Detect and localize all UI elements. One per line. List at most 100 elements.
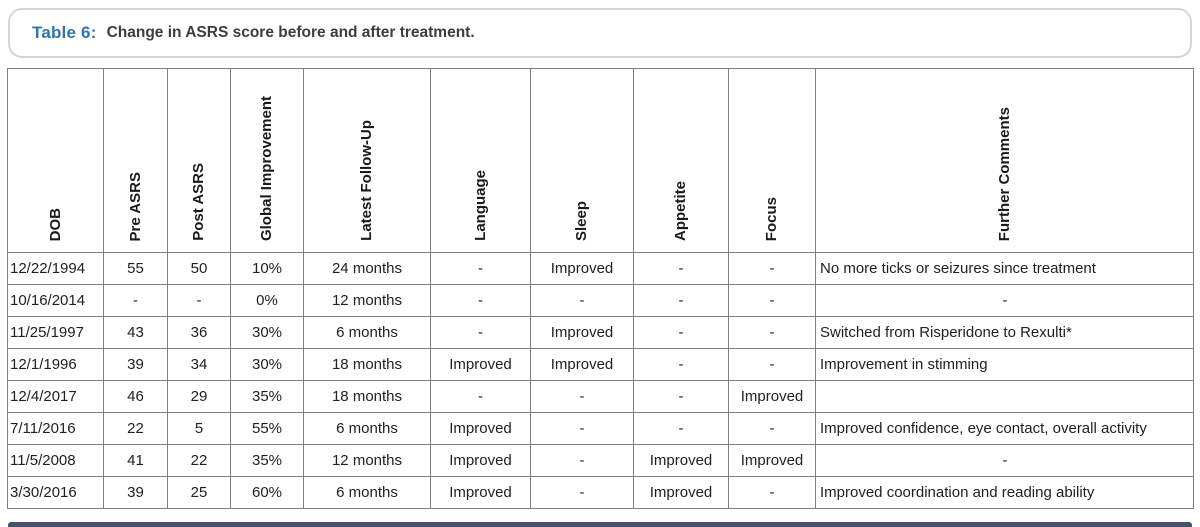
cell-sleep: - — [530, 444, 634, 477]
table-row: 11/25/1997 43 36 30% 6 months - Improved… — [7, 316, 1194, 349]
cell-appetite: - — [633, 252, 729, 285]
cell-pre-asrs: 39 — [103, 476, 168, 509]
column-header-label: Global Improvement — [258, 95, 276, 241]
cell-focus: - — [728, 316, 816, 349]
column-header-label: Focus — [763, 196, 781, 241]
cell-pre-asrs: 55 — [103, 252, 168, 285]
cell-language: - — [430, 316, 531, 349]
cell-post-asrs: 29 — [167, 380, 231, 413]
cell-language: Improved — [430, 348, 531, 381]
cell-language: - — [430, 252, 531, 285]
cell-dob: 10/16/2014 — [7, 284, 104, 317]
cell-global-improvement: 30% — [230, 348, 304, 381]
cell-appetite: - — [633, 284, 729, 317]
column-header-further-comments: Further Comments — [815, 68, 1194, 253]
cell-language: Improved — [430, 476, 531, 509]
cell-focus: Improved — [728, 444, 816, 477]
asrs-results-table: DOB Pre ASRS Post ASRS Global Improvemen… — [7, 68, 1194, 509]
cell-latest-follow-up: 6 months — [303, 316, 431, 349]
table-row: 11/5/2008 41 22 35% 12 months Improved -… — [7, 444, 1194, 477]
cell-pre-asrs: 46 — [103, 380, 168, 413]
cell-focus: - — [728, 348, 816, 381]
column-header-language: Language — [430, 68, 531, 253]
column-header-label: Pre ASRS — [126, 171, 144, 241]
cell-language: - — [430, 284, 531, 317]
cell-dob: 12/22/1994 — [7, 252, 104, 285]
cell-focus: Improved — [728, 380, 816, 413]
column-header-focus: Focus — [728, 68, 816, 253]
cell-pre-asrs: 39 — [103, 348, 168, 381]
cell-post-asrs: 22 — [167, 444, 231, 477]
cell-appetite: - — [633, 348, 729, 381]
column-header-post-asrs: Post ASRS — [167, 68, 231, 253]
column-header-label: Latest Follow-Up — [358, 120, 376, 241]
table-row: 10/16/2014 - - 0% 12 months - - - - - — [7, 284, 1194, 317]
cell-latest-follow-up: 6 months — [303, 412, 431, 445]
cell-dob: 7/11/2016 — [7, 412, 104, 445]
next-element-top-edge — [8, 522, 1192, 527]
cell-further-comments — [815, 380, 1194, 413]
table-row: 12/1/1996 39 34 30% 18 months Improved I… — [7, 348, 1194, 381]
cell-post-asrs: 25 — [167, 476, 231, 509]
cell-global-improvement: 60% — [230, 476, 304, 509]
header-row: DOB Pre ASRS Post ASRS Global Improvemen… — [7, 68, 1194, 253]
cell-pre-asrs: - — [103, 284, 168, 317]
cell-focus: - — [728, 284, 816, 317]
cell-sleep: - — [530, 284, 634, 317]
table-row: 3/30/2016 39 25 60% 6 months Improved - … — [7, 476, 1194, 509]
cell-sleep: Improved — [530, 316, 634, 349]
cell-global-improvement: 35% — [230, 444, 304, 477]
cell-appetite: Improved — [633, 476, 729, 509]
table-row: 12/22/1994 55 50 10% 24 months - Improve… — [7, 252, 1194, 285]
column-header-label: Sleep — [573, 200, 591, 241]
cell-post-asrs: 50 — [167, 252, 231, 285]
column-header-sleep: Sleep — [530, 68, 634, 253]
cell-pre-asrs: 41 — [103, 444, 168, 477]
column-header-global-improvement: Global Improvement — [230, 68, 304, 253]
cell-latest-follow-up: 12 months — [303, 444, 431, 477]
cell-global-improvement: 10% — [230, 252, 304, 285]
cell-post-asrs: - — [167, 284, 231, 317]
cell-post-asrs: 34 — [167, 348, 231, 381]
cell-appetite: - — [633, 380, 729, 413]
cell-global-improvement: 55% — [230, 412, 304, 445]
cell-appetite: - — [633, 412, 729, 445]
cell-language: Improved — [430, 412, 531, 445]
cell-appetite: Improved — [633, 444, 729, 477]
cell-further-comments: No more ticks or seizures since treatmen… — [815, 252, 1194, 285]
cell-global-improvement: 0% — [230, 284, 304, 317]
cell-dob: 12/1/1996 — [7, 348, 104, 381]
cell-post-asrs: 5 — [167, 412, 231, 445]
caption-label: Table 6: — [32, 23, 97, 42]
table-row: 7/11/2016 22 5 55% 6 months Improved - -… — [7, 412, 1194, 445]
cell-appetite: - — [633, 316, 729, 349]
cell-post-asrs: 36 — [167, 316, 231, 349]
cell-sleep: - — [530, 476, 634, 509]
column-header-pre-asrs: Pre ASRS — [103, 68, 168, 253]
cell-dob: 11/25/1997 — [7, 316, 104, 349]
column-header-label: Language — [471, 170, 489, 241]
cell-pre-asrs: 43 — [103, 316, 168, 349]
column-header-appetite: Appetite — [633, 68, 729, 253]
cell-sleep: - — [530, 412, 634, 445]
cell-global-improvement: 30% — [230, 316, 304, 349]
cell-further-comments: Switched from Risperidone to Rexulti* — [815, 316, 1194, 349]
cell-latest-follow-up: 6 months — [303, 476, 431, 509]
column-header-label: Further Comments — [995, 106, 1013, 241]
cell-further-comments: Improved coordination and reading abilit… — [815, 476, 1194, 509]
cell-latest-follow-up: 24 months — [303, 252, 431, 285]
cell-global-improvement: 35% — [230, 380, 304, 413]
column-header-latest-follow-up: Latest Follow-Up — [303, 68, 431, 253]
column-header-label: DOB — [46, 207, 64, 241]
cell-focus: - — [728, 252, 816, 285]
table-caption: Table 6: Change in ASRS score before and… — [8, 8, 1192, 58]
column-header-label: Appetite — [672, 181, 690, 241]
cell-language: Improved — [430, 444, 531, 477]
cell-pre-asrs: 22 — [103, 412, 168, 445]
cell-latest-follow-up: 18 months — [303, 348, 431, 381]
cell-sleep: Improved — [530, 348, 634, 381]
column-header-label: Post ASRS — [190, 163, 208, 241]
cell-sleep: Improved — [530, 252, 634, 285]
cell-further-comments: Improved confidence, eye contact, overal… — [815, 412, 1194, 445]
